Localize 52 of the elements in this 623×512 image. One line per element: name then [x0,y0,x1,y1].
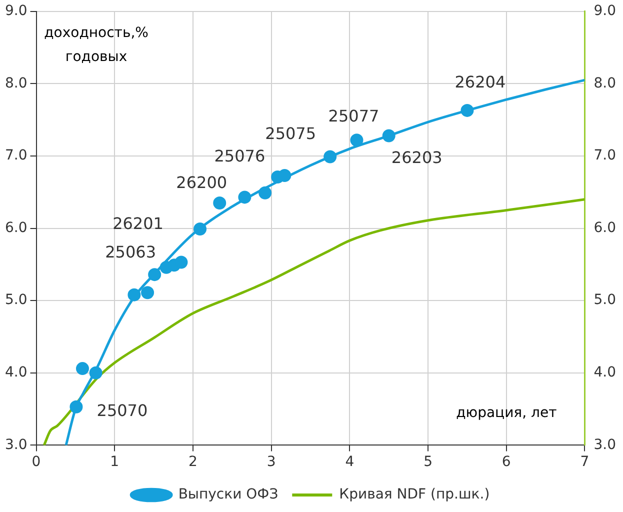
x-tick-label: 6 [502,454,511,470]
y2-tick-label: 6.0 [594,220,616,236]
y-tick-label: 5.0 [5,292,28,308]
x-tick-label: 4 [345,454,354,470]
y2-tick-label: 7.0 [594,148,616,164]
legend-label: Выпуски ОФЗ [178,486,278,503]
x-tick-label: 1 [110,454,120,470]
annotation: 26204 [454,72,506,92]
point [213,196,226,210]
point [382,129,396,142]
point [238,190,252,204]
point [324,150,337,164]
annotation: 26200 [176,173,228,192]
x-tick-label: 5 [424,454,432,470]
point [141,286,154,300]
y-tick-label: 9.0 [5,3,28,20]
y-axis-title: доходность,% годовых [44,25,148,66]
y-tick-label: 6.0 [5,220,28,236]
y-tick-label: 7.0 [5,148,28,164]
point [89,366,102,380]
y-tick-label: 8.0 [5,75,28,92]
y2-tick-label: 9.0 [594,3,616,20]
y2-tick-label: 5.0 [594,292,616,308]
y2-tick-label: 8.0 [594,75,616,92]
x-tick-label: 2 [188,454,198,470]
legend-label: Кривая NDF (пр.шк.) [339,486,490,503]
x-tick-label: 0 [32,454,41,470]
point [460,104,474,117]
annotation: 25075 [265,124,316,144]
annotation: 26203 [391,148,442,167]
line-series [42,198,585,446]
point [76,362,89,376]
y2-tick-label: 4.0 [594,364,616,381]
y2-tick-label: 3.0 [594,436,616,453]
x-axis-title: дюрация, лет [456,404,557,421]
point [70,400,83,414]
point [258,186,272,200]
annotation: 25070 [96,401,148,420]
annotation: 25063 [105,242,156,262]
point [128,288,141,302]
y-tick-label: 4.0 [5,364,28,381]
x-tick-label: 3 [266,454,276,470]
point [148,268,162,282]
point [174,256,188,269]
point [194,222,207,236]
x-tick-label: 7 [580,454,590,470]
annotation: 25077 [328,106,380,126]
point [350,134,364,147]
annotation: 25076 [214,146,266,166]
point [278,169,292,182]
y-tick-label: 3.0 [5,436,28,453]
annotation: 26201 [112,214,164,234]
